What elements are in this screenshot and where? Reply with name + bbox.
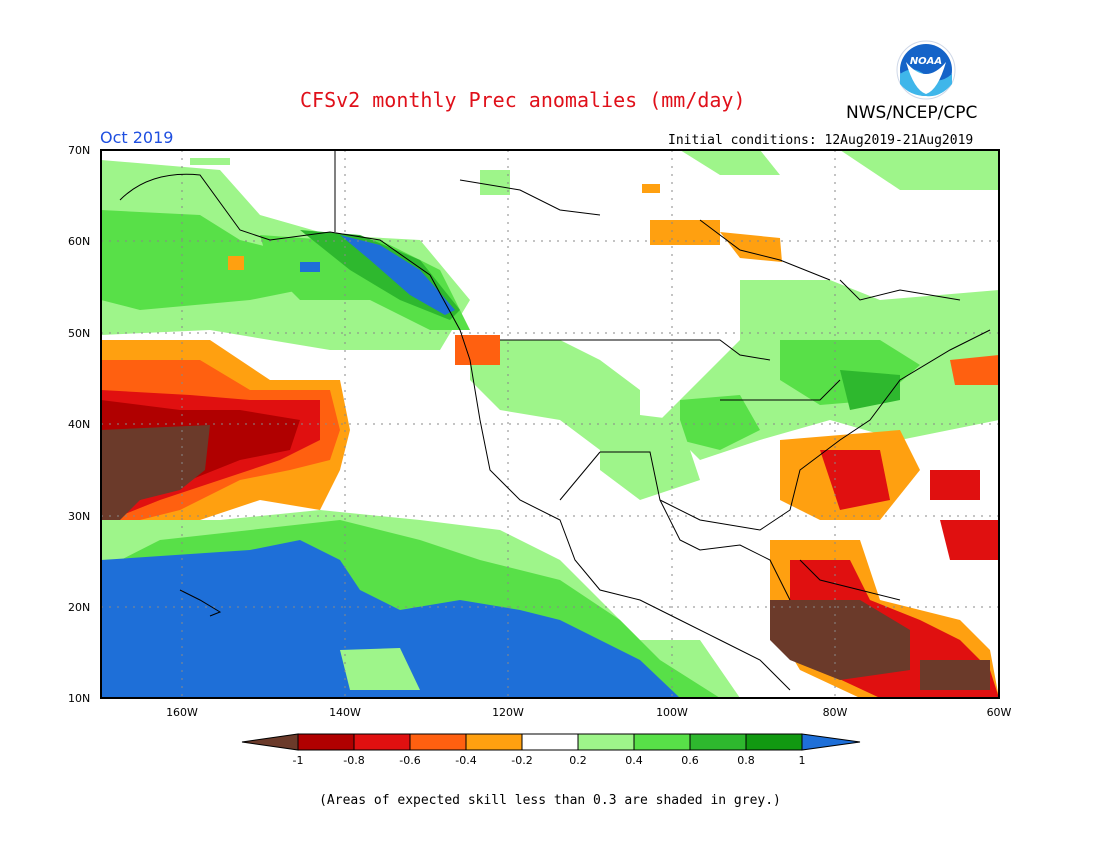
- colorbar-swatch: [689, 733, 747, 751]
- lat-label: 40N: [68, 418, 90, 431]
- colorbar-swatch: [521, 733, 579, 751]
- colorbar-label: 0.8: [737, 754, 755, 767]
- colorbar-max-arrow: [801, 733, 861, 751]
- map-title: CFSv2 monthly Prec anomalies (mm/day): [300, 88, 746, 112]
- colorbar-swatch: [465, 733, 523, 751]
- lat-label: 10N: [68, 692, 90, 705]
- agency-label: NWS/NCEP/CPC: [846, 103, 978, 123]
- colorbar-label: 0.6: [681, 754, 699, 767]
- lat-label: 60N: [68, 235, 90, 248]
- colorbar-swatch: [409, 733, 467, 751]
- colorbar-label: -0.2: [511, 754, 532, 767]
- colorbar: -1 -0.8 -0.6 -0.4 -0.2 0.2 0.4 0.6 0.8 1: [241, 733, 861, 767]
- lat-label: 50N: [68, 327, 90, 340]
- colorbar-label: -0.4: [455, 754, 476, 767]
- colorbar-label: -1: [293, 754, 304, 767]
- skill-footnote: (Areas of expected skill less than 0.3 a…: [319, 793, 781, 808]
- lon-label: 80W: [823, 706, 848, 719]
- logo-lettering: NOAA: [910, 56, 942, 67]
- colorbar-min-arrow: [241, 733, 299, 751]
- longitude-labels: 160W 140W 120W 100W 80W 60W: [166, 706, 1011, 719]
- initial-conditions: Initial conditions: 12Aug2019-21Aug2019: [668, 133, 974, 148]
- colorbar-swatch: [577, 733, 635, 751]
- lon-label: 60W: [987, 706, 1012, 719]
- lon-label: 100W: [656, 706, 688, 719]
- colorbar-swatch: [745, 733, 803, 751]
- lon-label: 160W: [166, 706, 198, 719]
- coastlines: [119, 150, 991, 691]
- lat-label: 30N: [68, 510, 90, 523]
- lon-label: 140W: [329, 706, 361, 719]
- forecast-month: Oct 2019: [100, 128, 174, 147]
- colorbar-swatch: [633, 733, 691, 751]
- colorbar-label: -0.6: [399, 754, 420, 767]
- lat-label: 70N: [68, 144, 90, 157]
- lon-label: 120W: [492, 706, 524, 719]
- colorbar-label: 0.4: [625, 754, 643, 767]
- lat-label: 20N: [68, 601, 90, 614]
- latitude-labels: 70N 60N 50N 40N 30N 20N 10N: [68, 144, 90, 705]
- noaa-logo: NOAA: [896, 40, 956, 100]
- colorbar-label: 1: [799, 754, 806, 767]
- colorbar-swatch: [297, 733, 355, 751]
- grid-lines: [101, 150, 999, 698]
- map-frame: [100, 149, 1000, 699]
- colorbar-swatch: [353, 733, 411, 751]
- colorbar-label: -0.8: [343, 754, 364, 767]
- colorbar-label: 0.2: [569, 754, 587, 767]
